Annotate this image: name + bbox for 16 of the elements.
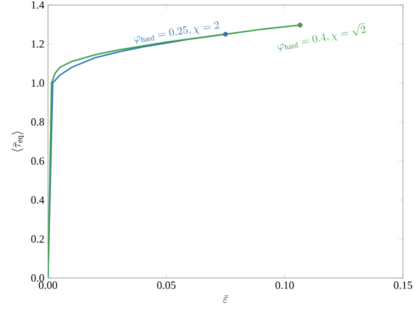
annotation: $\varphi_{\mathrm{hard}} = 0.4, \chi = \sqrt{2}$ xyxy=(278,23,366,52)
y-tick-label: 0.0 xyxy=(31,274,44,282)
y-tick-label: 1.0 xyxy=(32,79,44,87)
y-tick-label: 0.6 xyxy=(31,157,44,165)
x-axis-title: $\bar{\varepsilon}$ xyxy=(223,296,229,303)
annotation: $\varphi_{\mathrm{hard}} = 0.25, \chi = 2$ xyxy=(134,21,219,44)
y-tick-label: 1.2 xyxy=(32,40,44,48)
x-tick-label: 0.10 xyxy=(276,282,294,289)
y-tick-label: 1.4 xyxy=(32,1,44,9)
x-tick-label: 0.15 xyxy=(394,282,412,289)
x-tick-label: 0.05 xyxy=(157,282,176,289)
y-tick-label: 0.8 xyxy=(31,118,44,126)
x-tick-label: 0.00 xyxy=(38,282,58,289)
y-tick-label: 0.4 xyxy=(31,196,44,204)
y-tick-label: 0.2 xyxy=(31,235,44,243)
y-axis-title: $\langle\bar{\tau}_{\mathrm{eq}}\rangle$ xyxy=(11,132,24,152)
